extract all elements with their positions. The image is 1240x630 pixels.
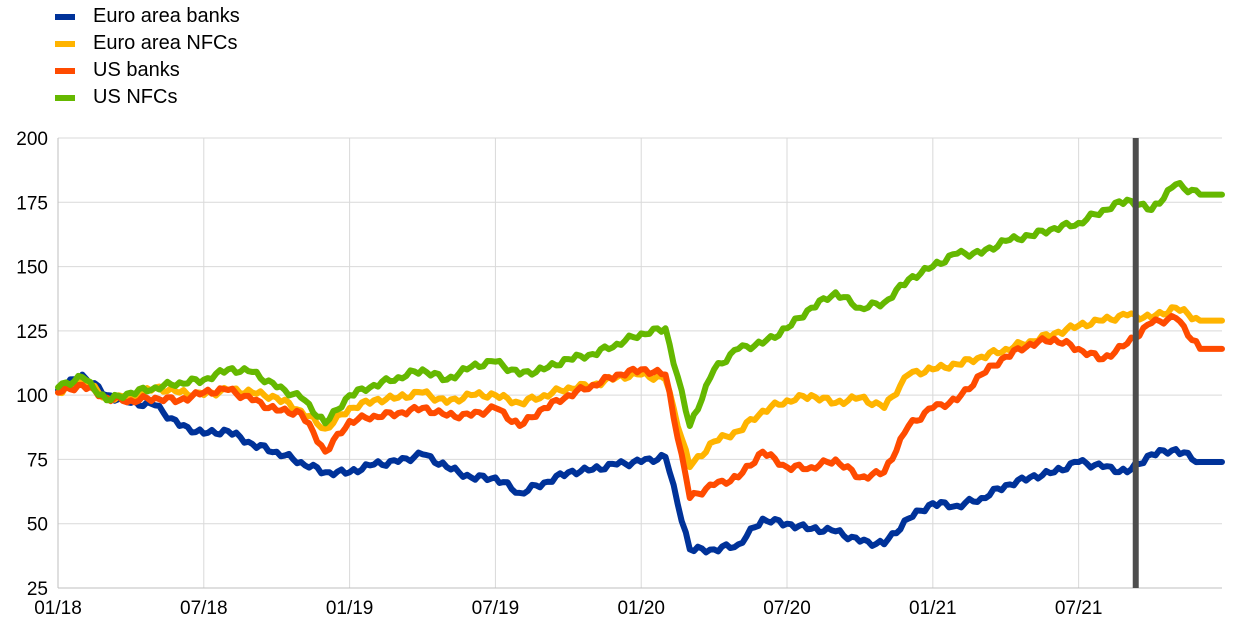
x-tick-label: 01/18 <box>34 598 82 619</box>
y-tick-label: 75 <box>27 450 48 471</box>
legend-label-euro-area-banks: Euro area banks <box>93 5 240 27</box>
legend-swatch-euro-area-banks <box>55 13 75 20</box>
legend-label-us-nfcs: US NFCs <box>93 86 178 108</box>
series-line-us-nfcs <box>55 180 1225 429</box>
x-tick-label: 01/21 <box>909 598 957 619</box>
y-tick-label: 100 <box>16 386 48 407</box>
chart-legend: Euro area banks Euro area NFCs US banks … <box>55 3 240 111</box>
y-tick-label: 175 <box>16 193 48 214</box>
legend-item-us-nfcs: US NFCs <box>55 84 240 111</box>
series-line-euro-area-banks <box>55 371 1225 556</box>
legend-label-us-banks: US banks <box>93 59 180 81</box>
legend-swatch-us-nfcs <box>55 94 75 101</box>
x-tick-label: 01/19 <box>326 598 374 619</box>
y-tick-label: 125 <box>16 322 48 343</box>
series-line-us-banks <box>55 313 1225 501</box>
legend-item-us-banks: US banks <box>55 57 240 84</box>
y-tick-label: 50 <box>27 515 48 536</box>
legend-swatch-us-banks <box>55 67 75 74</box>
y-tick-label: 25 <box>27 579 48 600</box>
x-tick-label: 07/20 <box>763 598 811 619</box>
x-tick-label: 07/18 <box>180 598 228 619</box>
legend-item-euro-area-nfcs: Euro area NFCs <box>55 30 240 57</box>
y-tick-label: 150 <box>16 258 48 279</box>
y-tick-label: 200 <box>16 129 48 150</box>
legend-swatch-euro-area-nfcs <box>55 40 75 47</box>
legend-label-euro-area-nfcs: Euro area NFCs <box>93 32 238 54</box>
legend-item-euro-area-banks: Euro area banks <box>55 3 240 30</box>
x-tick-label: 07/19 <box>472 598 520 619</box>
x-tick-label: 07/21 <box>1055 598 1103 619</box>
x-tick-label: 01/20 <box>617 598 665 619</box>
